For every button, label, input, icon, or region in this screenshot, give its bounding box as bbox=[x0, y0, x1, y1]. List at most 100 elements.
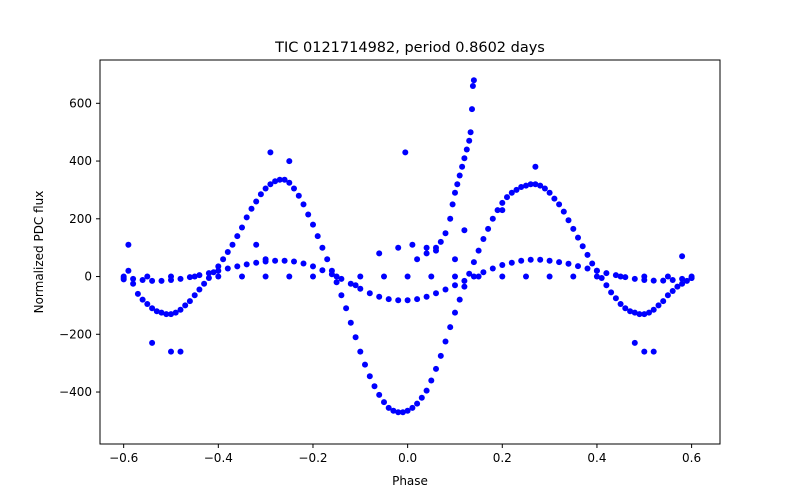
data-point bbox=[461, 155, 468, 162]
data-point bbox=[428, 273, 435, 280]
data-point bbox=[470, 259, 477, 266]
data-point bbox=[646, 309, 652, 316]
data-point bbox=[475, 273, 482, 280]
data-point bbox=[385, 404, 392, 411]
data-point bbox=[310, 221, 316, 228]
data-point bbox=[253, 198, 260, 205]
data-point bbox=[584, 251, 591, 258]
data-point bbox=[134, 290, 141, 297]
data-point bbox=[433, 247, 439, 254]
data-point bbox=[168, 273, 174, 280]
data-point bbox=[281, 257, 288, 264]
data-point bbox=[125, 267, 132, 274]
data-point bbox=[570, 273, 577, 280]
x-tick-label: −0.6 bbox=[109, 451, 138, 465]
data-point bbox=[650, 348, 657, 355]
data-point bbox=[286, 179, 293, 186]
data-point bbox=[295, 192, 302, 199]
data-point bbox=[452, 309, 458, 316]
data-point bbox=[523, 182, 529, 189]
data-point bbox=[537, 256, 544, 263]
data-point bbox=[149, 339, 156, 346]
data-point bbox=[163, 311, 170, 318]
data-point bbox=[480, 236, 487, 242]
data-point bbox=[262, 256, 269, 263]
data-point bbox=[286, 158, 293, 165]
data-point bbox=[248, 205, 255, 212]
data-point bbox=[310, 263, 316, 270]
data-point bbox=[660, 298, 667, 305]
data-point bbox=[144, 273, 151, 280]
data-point bbox=[177, 275, 184, 282]
data-point bbox=[556, 259, 563, 266]
chart-title: TIC 0121714982, period 0.8602 days bbox=[274, 40, 545, 56]
data-point bbox=[414, 256, 421, 263]
data-point bbox=[319, 244, 326, 251]
data-point bbox=[220, 256, 227, 263]
data-point bbox=[418, 394, 425, 401]
data-point bbox=[239, 224, 245, 231]
data-point bbox=[480, 269, 487, 276]
data-point bbox=[437, 352, 444, 359]
data-point bbox=[201, 280, 208, 287]
x-tick-label: −0.2 bbox=[298, 451, 327, 465]
data-point bbox=[499, 199, 506, 206]
data-point bbox=[224, 265, 231, 272]
data-point bbox=[381, 273, 387, 280]
data-point bbox=[291, 185, 297, 192]
data-point bbox=[442, 230, 449, 237]
data-point bbox=[423, 244, 430, 251]
data-point bbox=[433, 365, 439, 372]
data-point bbox=[551, 195, 558, 202]
data-point bbox=[338, 275, 345, 282]
data-point bbox=[404, 407, 411, 414]
data-point bbox=[489, 215, 496, 222]
data-point bbox=[385, 296, 392, 303]
y-tick-label: 600 bbox=[69, 96, 92, 110]
data-point bbox=[191, 292, 198, 299]
data-point bbox=[499, 273, 506, 280]
data-point bbox=[461, 283, 468, 290]
data-point bbox=[300, 201, 307, 208]
data-point bbox=[447, 215, 454, 222]
data-point bbox=[631, 339, 638, 346]
data-point bbox=[612, 272, 619, 279]
data-point bbox=[414, 400, 421, 407]
data-point bbox=[660, 277, 667, 284]
data-point bbox=[276, 176, 283, 183]
data-point bbox=[186, 298, 193, 305]
data-point bbox=[362, 361, 368, 368]
data-point bbox=[570, 225, 577, 232]
data-point bbox=[262, 185, 269, 192]
data-point bbox=[267, 181, 274, 188]
data-point bbox=[305, 211, 312, 218]
data-point bbox=[366, 290, 373, 297]
data-point bbox=[343, 305, 350, 312]
data-point bbox=[556, 201, 563, 208]
y-tick-label: −200 bbox=[59, 327, 92, 341]
data-point bbox=[636, 311, 643, 318]
data-point bbox=[589, 260, 596, 267]
data-point bbox=[333, 273, 340, 280]
data-point bbox=[130, 280, 137, 287]
data-point bbox=[546, 257, 553, 264]
data-point bbox=[541, 185, 548, 192]
data-point bbox=[149, 277, 156, 284]
data-point bbox=[300, 260, 307, 267]
data-point bbox=[376, 293, 383, 300]
data-point bbox=[669, 288, 676, 294]
data-point bbox=[168, 311, 174, 318]
data-point bbox=[272, 178, 279, 185]
data-point bbox=[650, 277, 657, 284]
data-point bbox=[328, 271, 335, 278]
data-point bbox=[617, 301, 624, 307]
data-point bbox=[603, 270, 610, 277]
data-point bbox=[376, 391, 383, 398]
data-point bbox=[669, 277, 676, 283]
data-point bbox=[144, 301, 151, 307]
data-point bbox=[523, 273, 529, 280]
data-point bbox=[546, 273, 553, 280]
y-axis-label: Normalized PDC flux bbox=[32, 191, 46, 314]
data-point bbox=[494, 207, 501, 214]
x-tick-label: 0.2 bbox=[493, 451, 512, 465]
